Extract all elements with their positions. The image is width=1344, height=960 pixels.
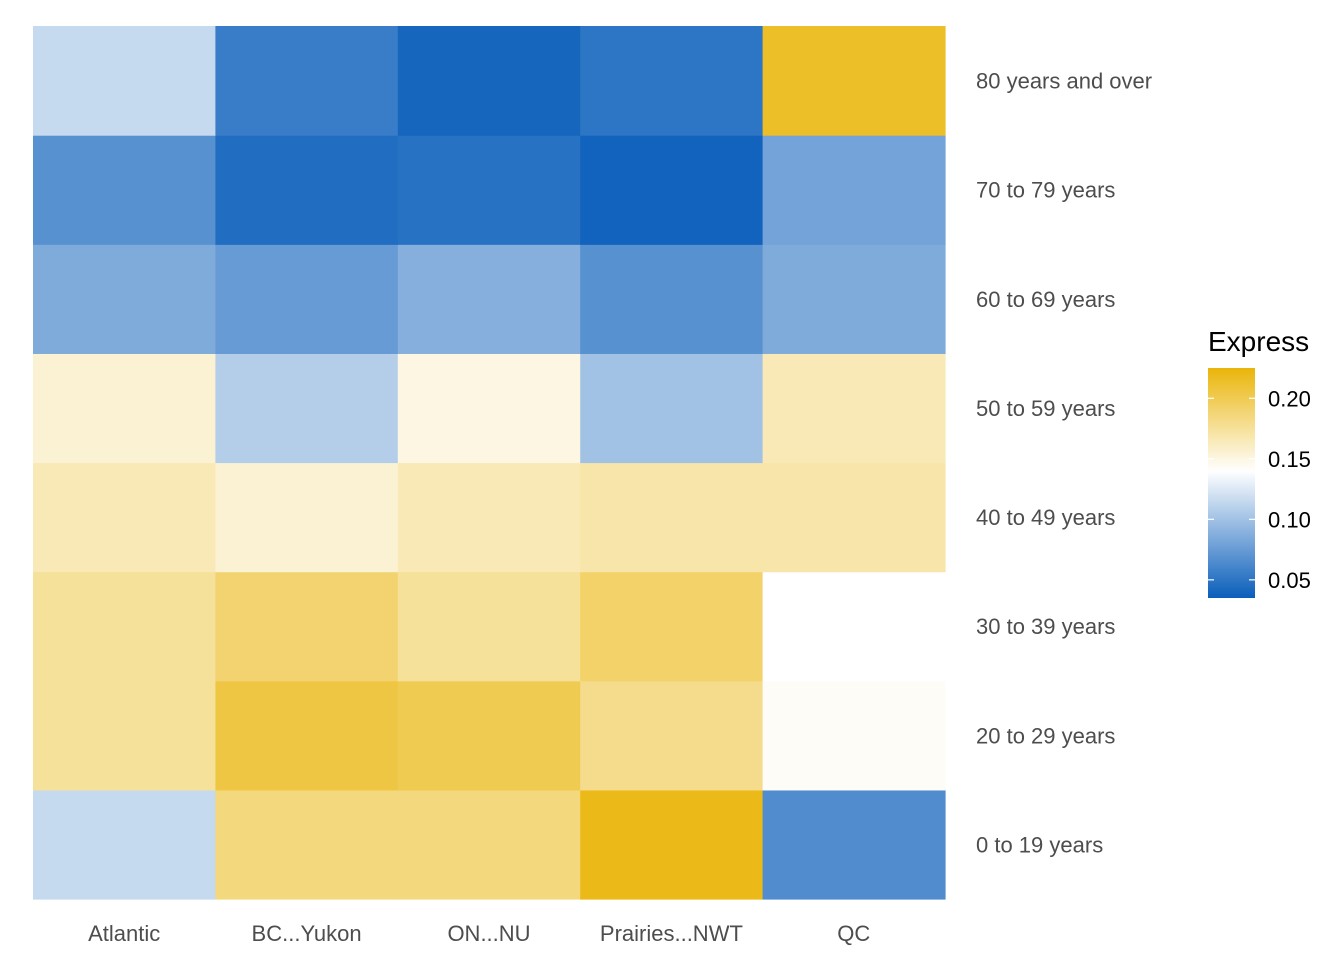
y-tick-label: 20 to 29 years: [976, 723, 1115, 748]
heatmap-cell: [33, 244, 216, 354]
heatmap-cell: [33, 353, 216, 464]
heatmap-cell: [762, 135, 946, 245]
heatmap-cell: [580, 244, 764, 354]
heatmap-cell: [580, 462, 764, 573]
x-axis-labels: Atlantic BC...Yukon ON...NU Prairies...NWT Q…: [88, 921, 870, 946]
heatmap-cell: [397, 462, 581, 573]
heatmap-cell: [580, 353, 764, 464]
heatmap-cell: [397, 244, 581, 354]
x-tick-label: BC...Yukon: [252, 921, 362, 946]
heatmap-cell: [33, 789, 216, 900]
x-tick-label: QC: [837, 921, 870, 946]
heatmap-cell: [215, 680, 399, 791]
heatmap-cell: [397, 353, 581, 464]
heatmap-cell: [215, 26, 399, 136]
heatmap-cell: [762, 789, 946, 900]
heatmap-cell: [762, 462, 946, 573]
heatmap-cell: [215, 244, 399, 354]
heatmap-cell: [33, 135, 216, 245]
y-tick-label: 70 to 79 years: [976, 178, 1115, 203]
heatmap-cell: [580, 789, 764, 900]
heatmap-cells: [33, 26, 946, 900]
heatmap-cell: [215, 571, 399, 682]
y-tick-label: 60 to 69 years: [976, 287, 1115, 312]
legend-tick-label: 0.05: [1268, 568, 1311, 593]
y-tick-label: 0 to 19 years: [976, 832, 1103, 857]
y-tick-label: 80 years and over: [976, 69, 1152, 94]
heatmap-cell: [33, 571, 216, 682]
color-legend: Express 0.05 0.10 0.15 0.20: [1208, 326, 1311, 598]
x-tick-label: Prairies...NWT: [600, 921, 743, 946]
heatmap-cell: [580, 26, 764, 136]
heatmap-cell: [215, 462, 399, 573]
y-tick-label: 30 to 39 years: [976, 614, 1115, 639]
x-tick-label: Atlantic: [88, 921, 160, 946]
legend-ticks: 0.05 0.10 0.15 0.20: [1208, 386, 1311, 593]
heatmap-cell: [580, 680, 764, 791]
legend-colorbar: [1208, 368, 1255, 598]
x-tick-label: ON...NU: [447, 921, 530, 946]
heatmap-cell: [762, 571, 946, 682]
heatmap-cell: [397, 26, 581, 136]
heatmap-cell: [397, 680, 581, 791]
heatmap-cell: [762, 353, 946, 464]
heatmap-cell: [215, 353, 399, 464]
heatmap-cell: [397, 789, 581, 900]
heatmap-cell: [33, 680, 216, 791]
y-axis-labels: 0 to 19 years 20 to 29 years 30 to 39 year…: [976, 69, 1152, 858]
heatmap-cell: [397, 571, 581, 682]
heatmap-cell: [33, 26, 216, 136]
legend-tick-label: 0.20: [1268, 386, 1311, 411]
heatmap-cell: [580, 135, 764, 245]
legend-tick-label: 0.10: [1268, 507, 1311, 532]
legend-tick-label: 0.15: [1268, 447, 1311, 472]
heatmap-cell: [215, 135, 399, 245]
legend-title: Express: [1208, 326, 1309, 357]
heatmap-cell: [580, 571, 764, 682]
heatmap-cell: [397, 135, 581, 245]
y-tick-label: 40 to 49 years: [976, 505, 1115, 530]
heatmap-cell: [33, 462, 216, 573]
heatmap-cell: [762, 680, 946, 791]
y-tick-label: 50 to 59 years: [976, 396, 1115, 421]
heatmap-cell: [762, 244, 946, 354]
heatmap-cell: [215, 789, 399, 900]
heatmap-cell: [762, 26, 946, 136]
